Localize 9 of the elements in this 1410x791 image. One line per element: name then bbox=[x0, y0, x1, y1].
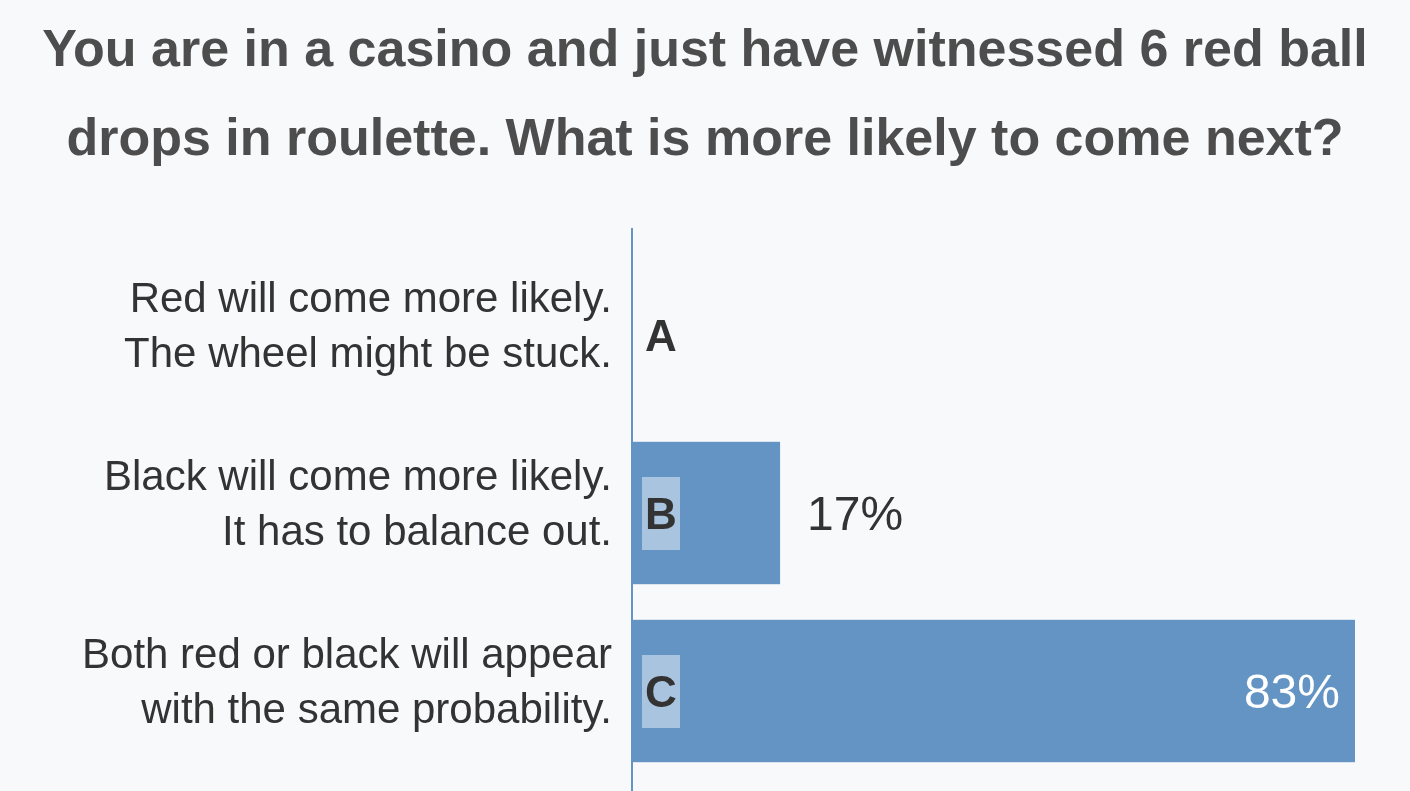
annotation: B bbox=[645, 489, 677, 538]
data-label: 17% bbox=[807, 487, 904, 540]
chart-title: You are in a casino and just have witnessed 6 red ball drops in roulette. What is more likely to come next? bbox=[42, 19, 1368, 166]
data-label: 83% bbox=[1243, 665, 1340, 718]
y-tick-label: Black will come more likely. It has to balance out. bbox=[104, 451, 612, 554]
y-tick-label: Both red or black will appear with the same probability. bbox=[82, 629, 612, 732]
annotation: C bbox=[645, 667, 677, 716]
y-tick-label: Red will come more likely. The wheel might be stuck. bbox=[124, 273, 612, 376]
annotation: A bbox=[645, 311, 677, 360]
